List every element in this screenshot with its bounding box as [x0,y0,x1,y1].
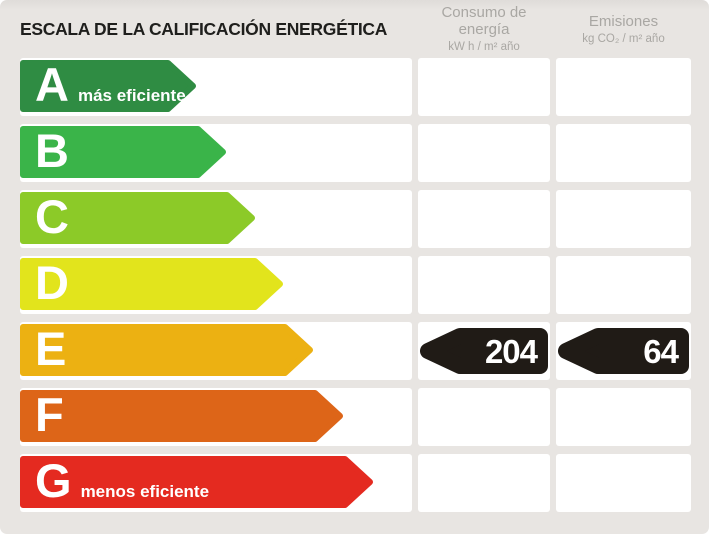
rating-letter-G: G [35,454,72,507]
scale-cell-B: B [20,124,412,182]
consumo-label: Consumo de energía [441,4,527,38]
rating-letter-B: B [35,124,69,177]
header: ESCALA DE LA CALIFICACIÓN ENERGÉTICA Con… [0,0,709,58]
column-header-consumo: Consumo de energía kW h / m² año [418,4,550,54]
rating-letter-E: E [35,322,67,375]
rating-label-D: D [35,257,69,311]
rating-note-G: menos eficiente [80,482,210,501]
rating-row-E: E 204 64 [20,322,709,380]
page-title: ESCALA DE LA CALIFICACIÓN ENERGÉTICA [20,18,388,39]
consumo-value: 204 [484,333,538,370]
rating-letter-C: C [35,190,69,243]
rating-letter-D: D [35,256,69,309]
emisiones-cell-G [556,454,691,512]
consumo-cell-B [418,124,550,182]
rating-label-C: C [35,191,69,245]
rating-row-C: C [20,190,709,248]
rating-row-F: F [20,388,709,446]
rating-letter-A: A [35,58,69,111]
scale-cell-E: E [20,322,412,380]
rating-label-E: E [35,323,66,377]
scale-cell-C: C [20,190,412,248]
emisiones-cell-B [556,124,691,182]
emisiones-label: Emisiones [588,12,659,30]
consumo-cell-D [418,256,550,314]
emisiones-value: 64 [643,333,679,370]
scale-cell-F: F [20,388,412,446]
rating-label-B: B [35,125,69,179]
column-header-emisiones: Emisiones kg CO₂ / m² año [556,13,691,46]
consumo-cell-A [418,58,550,116]
rating-letter-F: F [35,388,64,441]
emisiones-cell-C [556,190,691,248]
emisiones-cell-E: 64 [556,322,691,380]
rating-label-F: F [35,389,64,443]
emisiones-unit: kg CO₂ / m² año [582,32,665,45]
consumo-cell-G [418,454,550,512]
emisiones-cell-F [556,388,691,446]
consumo-cell-E: 204 [418,322,550,380]
rating-row-D: D [20,256,709,314]
emisiones-cell-D [556,256,691,314]
rating-note-A: más eficiente [77,86,186,105]
scale-cell-D: D [20,256,412,314]
consumo-unit: kW h / m² año [448,41,520,53]
rating-row-B: B [20,124,709,182]
emisiones-cell-A [556,58,691,116]
consumo-cell-C [418,190,550,248]
consumo-cell-F [418,388,550,446]
